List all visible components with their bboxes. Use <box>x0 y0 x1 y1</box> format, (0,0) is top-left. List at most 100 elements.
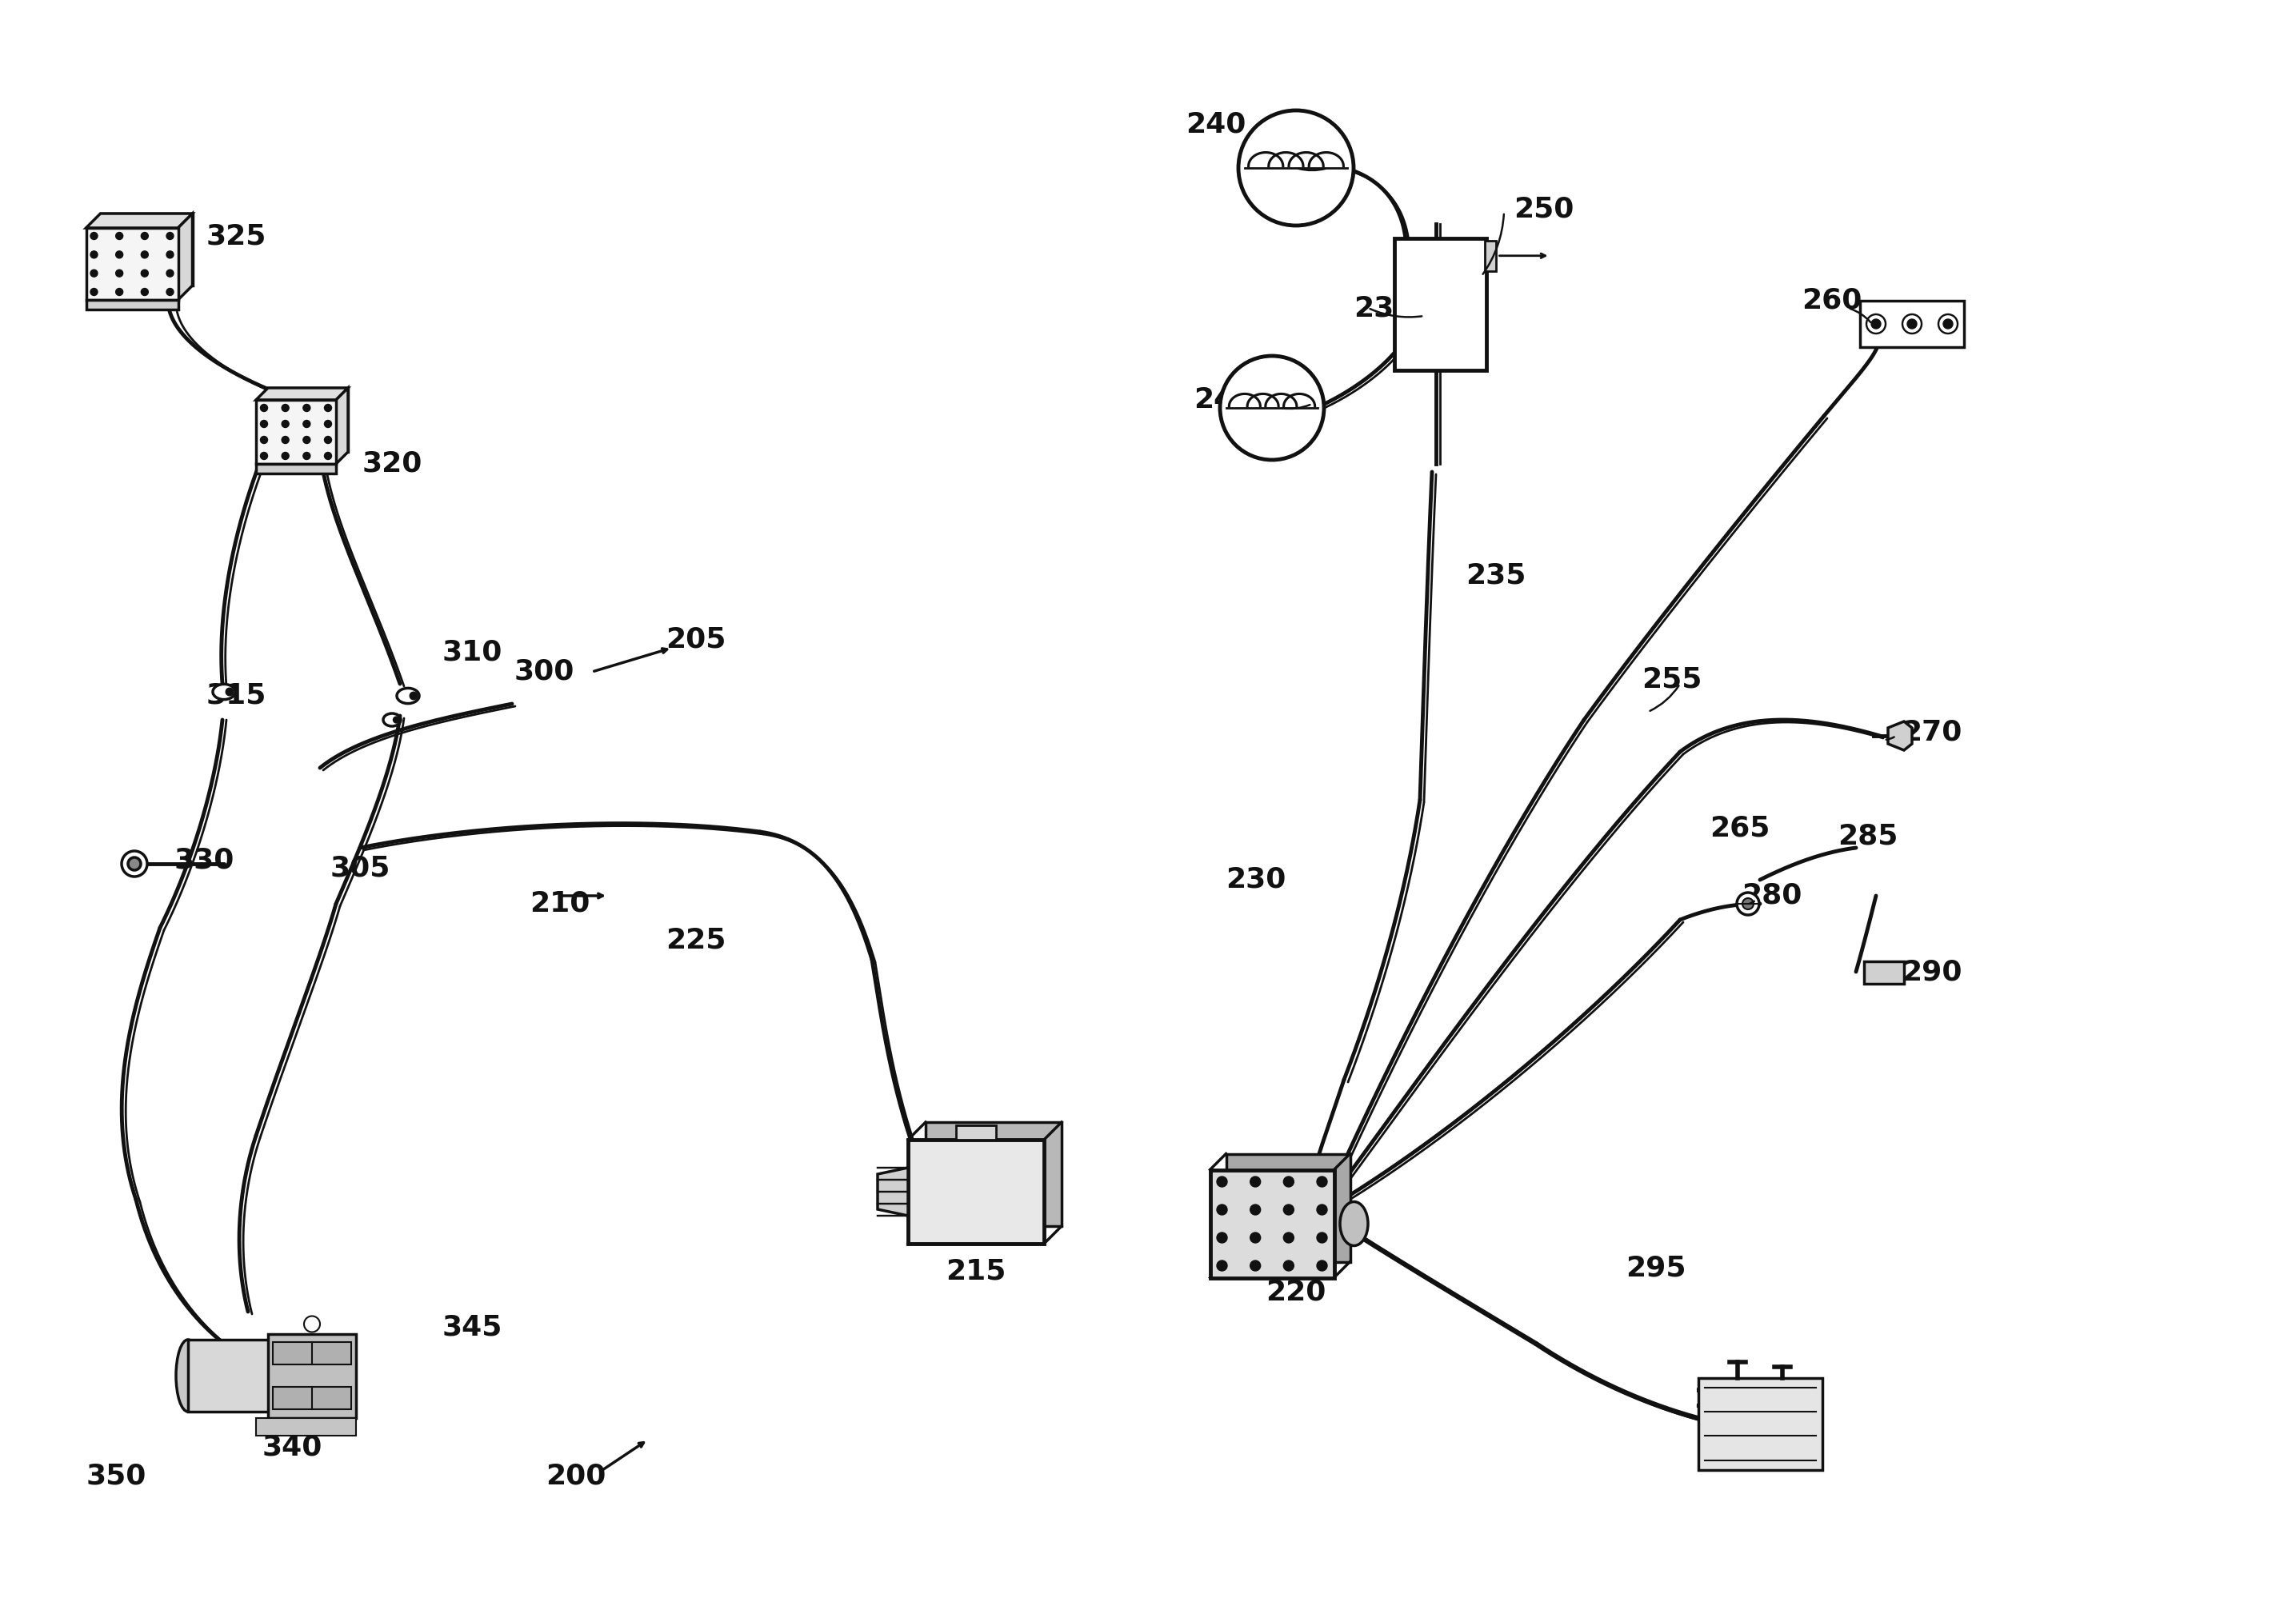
Polygon shape <box>255 400 335 465</box>
Text: 295: 295 <box>1626 1254 1685 1282</box>
Ellipse shape <box>383 713 402 726</box>
Circle shape <box>282 420 289 428</box>
Circle shape <box>1249 1176 1261 1187</box>
Text: 300: 300 <box>514 658 574 686</box>
Text: 210: 210 <box>530 891 590 918</box>
Circle shape <box>165 288 174 295</box>
Polygon shape <box>179 213 193 300</box>
Bar <box>273 1387 351 1410</box>
Polygon shape <box>907 1139 1045 1243</box>
Polygon shape <box>1887 721 1913 750</box>
Text: 235: 235 <box>1465 562 1527 590</box>
Circle shape <box>1217 1232 1226 1243</box>
Polygon shape <box>335 388 349 465</box>
Text: 225: 225 <box>666 926 726 953</box>
Circle shape <box>90 288 99 295</box>
Text: 245: 245 <box>1194 386 1254 413</box>
Circle shape <box>1318 1232 1327 1243</box>
Circle shape <box>259 436 269 444</box>
Circle shape <box>324 420 331 428</box>
Circle shape <box>140 252 149 258</box>
Polygon shape <box>877 1168 907 1216</box>
Polygon shape <box>255 388 349 400</box>
Text: 215: 215 <box>946 1258 1006 1285</box>
Circle shape <box>1318 1205 1327 1214</box>
Circle shape <box>1249 1261 1261 1270</box>
Circle shape <box>1217 1205 1226 1214</box>
Circle shape <box>90 252 99 258</box>
Circle shape <box>1238 111 1355 226</box>
Circle shape <box>259 452 269 460</box>
Text: 260: 260 <box>1802 287 1862 314</box>
Polygon shape <box>255 465 335 474</box>
Circle shape <box>1283 1205 1295 1214</box>
Circle shape <box>303 452 310 460</box>
Text: 255: 255 <box>1642 666 1701 694</box>
Bar <box>255 1418 356 1435</box>
Text: 315: 315 <box>207 682 266 710</box>
Circle shape <box>1283 1176 1295 1187</box>
Text: 285: 285 <box>1837 822 1899 849</box>
Ellipse shape <box>177 1339 200 1411</box>
Circle shape <box>409 692 418 700</box>
Circle shape <box>165 269 174 277</box>
Circle shape <box>1283 1232 1295 1243</box>
Circle shape <box>282 404 289 412</box>
Circle shape <box>324 436 331 444</box>
Bar <box>1860 301 1963 348</box>
Circle shape <box>1217 1261 1226 1270</box>
Circle shape <box>282 452 289 460</box>
Circle shape <box>140 232 149 240</box>
Text: 305: 305 <box>331 854 390 881</box>
Circle shape <box>1938 314 1958 333</box>
Circle shape <box>165 232 174 240</box>
Circle shape <box>1736 892 1759 915</box>
Circle shape <box>282 436 289 444</box>
Text: 345: 345 <box>441 1314 503 1341</box>
Circle shape <box>1942 319 1954 328</box>
Circle shape <box>115 269 124 277</box>
Circle shape <box>140 269 149 277</box>
Circle shape <box>1249 1205 1261 1214</box>
Polygon shape <box>85 227 179 300</box>
Circle shape <box>1318 1176 1327 1187</box>
Circle shape <box>129 857 140 870</box>
Ellipse shape <box>397 689 420 703</box>
Text: 290: 290 <box>1901 958 1963 985</box>
Bar <box>273 1342 351 1365</box>
Bar <box>269 1334 356 1418</box>
Text: 240: 240 <box>1185 111 1247 138</box>
Bar <box>1699 1378 1823 1469</box>
Circle shape <box>165 252 174 258</box>
Polygon shape <box>85 213 193 227</box>
Circle shape <box>1219 356 1325 460</box>
Text: 350: 350 <box>85 1463 147 1490</box>
Text: 320: 320 <box>363 450 422 477</box>
Circle shape <box>303 1317 319 1333</box>
Text: 340: 340 <box>262 1434 321 1461</box>
Circle shape <box>115 288 124 295</box>
Circle shape <box>324 452 331 460</box>
Polygon shape <box>925 1121 1061 1226</box>
Text: 310: 310 <box>441 638 503 665</box>
Polygon shape <box>101 213 193 285</box>
Circle shape <box>1743 899 1754 910</box>
Circle shape <box>1283 1261 1295 1270</box>
Polygon shape <box>955 1125 996 1139</box>
Circle shape <box>303 420 310 428</box>
Circle shape <box>324 404 331 412</box>
Circle shape <box>393 716 400 723</box>
Circle shape <box>303 404 310 412</box>
Circle shape <box>303 436 310 444</box>
Text: 236: 236 <box>1355 295 1414 322</box>
Circle shape <box>140 288 149 295</box>
Circle shape <box>1217 1176 1226 1187</box>
Circle shape <box>259 404 269 412</box>
Text: 280: 280 <box>1743 883 1802 910</box>
Bar <box>1486 240 1495 271</box>
Text: 205: 205 <box>666 626 726 654</box>
Circle shape <box>115 252 124 258</box>
Circle shape <box>1318 1261 1327 1270</box>
Circle shape <box>115 232 124 240</box>
Circle shape <box>1871 319 1880 328</box>
